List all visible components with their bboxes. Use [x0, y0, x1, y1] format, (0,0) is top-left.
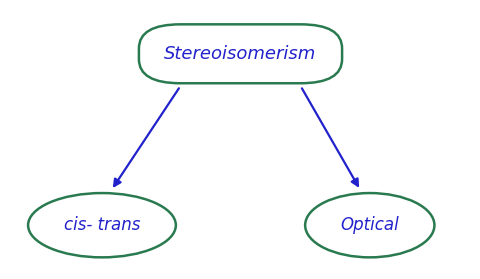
Text: Stereoisomerism: Stereoisomerism — [164, 45, 316, 63]
Text: Optical: Optical — [340, 216, 398, 234]
Text: cis- trans: cis- trans — [64, 216, 140, 234]
